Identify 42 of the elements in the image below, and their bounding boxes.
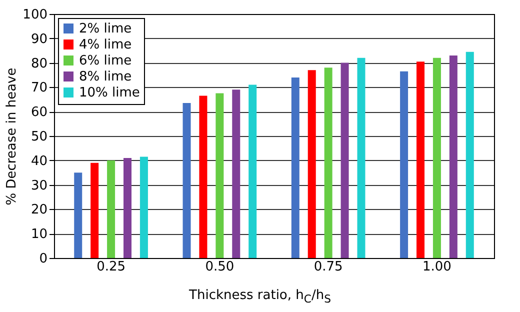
bar [400, 71, 408, 258]
bar [232, 90, 240, 258]
y-tick-label: 60 [30, 105, 48, 120]
bar [124, 158, 132, 258]
y-tick-label: 80 [30, 56, 48, 72]
bar [182, 103, 191, 258]
x-tick-label: 0.25 [96, 260, 126, 274]
legend-label: 10% lime [79, 86, 140, 100]
x-tick-label: 0.75 [314, 260, 343, 274]
bar [140, 156, 148, 258]
bar [74, 172, 82, 258]
y-tick-label: 0 [39, 252, 48, 266]
bar [199, 96, 208, 258]
legend-label: 2% lime [79, 22, 132, 36]
y-tick-label: 10 [30, 227, 48, 242]
bar [216, 93, 224, 258]
legend-label: 4% lime [79, 38, 132, 52]
bar [466, 52, 474, 258]
y-axis-title: % Decrease in heave [4, 68, 20, 206]
bar [449, 55, 458, 258]
x-tick-label: 0.50 [205, 260, 234, 274]
y-tick-label: 40 [30, 154, 48, 169]
y-tick-label: 90 [30, 32, 48, 47]
y-tick-label: 30 [30, 178, 48, 194]
bar [416, 62, 424, 258]
bar [90, 162, 99, 258]
y-tick-label: 100 [22, 8, 48, 22]
bar [107, 160, 116, 258]
bar [357, 58, 366, 258]
x-tick-label: 1.00 [422, 260, 452, 274]
x-axis-title: Thickness ratio, h$_{C}$/h$_{S}$ [188, 288, 332, 306]
bar [432, 58, 441, 258]
y-tick-label: 70 [30, 80, 48, 96]
y-tick-label: 50 [30, 130, 48, 144]
legend-label: 8% lime [79, 70, 132, 84]
bar [324, 68, 332, 258]
y-tick-label: 20 [30, 202, 48, 218]
bar [248, 84, 257, 258]
bar [340, 62, 349, 258]
bar [308, 70, 316, 258]
legend-label: 6% lime [79, 54, 132, 68]
bar [291, 77, 300, 258]
